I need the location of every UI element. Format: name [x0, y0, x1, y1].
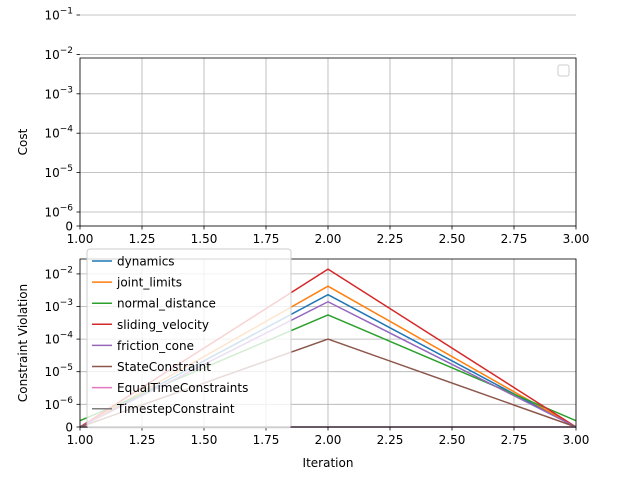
constraint-violation-axes: 1.00 1.25 1.50 1.75 2.00 2.25 2.50 2.75 3.00 0 10−…: [16, 248, 590, 470]
y-tick-label: 10−6: [44, 204, 73, 220]
legend-label-normal_distance: normal_distance: [117, 297, 216, 311]
x-tick-label: 1.50: [191, 433, 218, 447]
x-tick-label: 2.75: [501, 232, 528, 246]
legend-box: [86, 248, 292, 429]
y-tick-label: 0: [65, 421, 73, 435]
y-tick-label: 10−4: [44, 125, 73, 141]
cost-axes: 1.00 1.25 1.50 1.75 2.00 2.25 2.50 2.75 3.00010−…: [16, 7, 589, 247]
x-tick-label: 1.75: [253, 433, 280, 447]
y-tick-label: 10−2: [44, 265, 73, 281]
x-tick-label: 2.25: [377, 232, 404, 246]
y-tick-label: 0: [65, 220, 73, 234]
y-tick-label: 10−5: [44, 164, 73, 180]
y-tick-label: 10−2: [44, 46, 73, 62]
x-tick-label: 1.25: [129, 232, 156, 246]
y-tick-label: 10−4: [44, 331, 73, 347]
legend-label-TimestepConstraint: TimestepConstraint: [116, 402, 235, 416]
x-tick-label: 1.25: [129, 433, 156, 447]
y-tick-label: 10−1: [44, 7, 73, 23]
x-tick-label: 1.00: [67, 433, 94, 447]
y-axis-label: Cost: [16, 128, 30, 155]
x-tick-label: 2.75: [501, 433, 528, 447]
x-tick-label: 1.50: [191, 232, 218, 246]
y-tick-label: 10−3: [44, 298, 73, 314]
x-tick-label: 2.00: [315, 433, 342, 447]
x-tick-label: 2.25: [377, 433, 404, 447]
legend-box: [557, 64, 570, 77]
legend-label-sliding_velocity: sliding_velocity: [117, 318, 209, 332]
x-tick-label: 3.00: [563, 232, 590, 246]
legend-label-EqualTimeConstraints: EqualTimeConstraints: [117, 381, 248, 395]
x-tick-label: 2.50: [439, 433, 466, 447]
legend-label-friction_cone: friction_cone: [117, 339, 194, 353]
x-tick-label: 2.00: [315, 232, 342, 246]
legend-label-StateConstraint: StateConstraint: [117, 360, 211, 374]
y-axis-label: Constraint Violation: [16, 284, 30, 402]
y-tick-label: 10−5: [44, 363, 73, 379]
legend-label-joint_limits: joint_limits: [116, 276, 182, 290]
x-tick-label: 1.75: [253, 232, 280, 246]
x-axis-label: Iteration: [303, 456, 354, 470]
y-tick-label: 10−6: [44, 396, 73, 412]
x-tick-label: 2.50: [439, 232, 466, 246]
y-tick-label: 10−3: [44, 85, 73, 101]
x-tick-label: 1.00: [67, 232, 94, 246]
x-tick-label: 3.00: [563, 433, 590, 447]
legend-label-dynamics: dynamics: [117, 255, 175, 269]
